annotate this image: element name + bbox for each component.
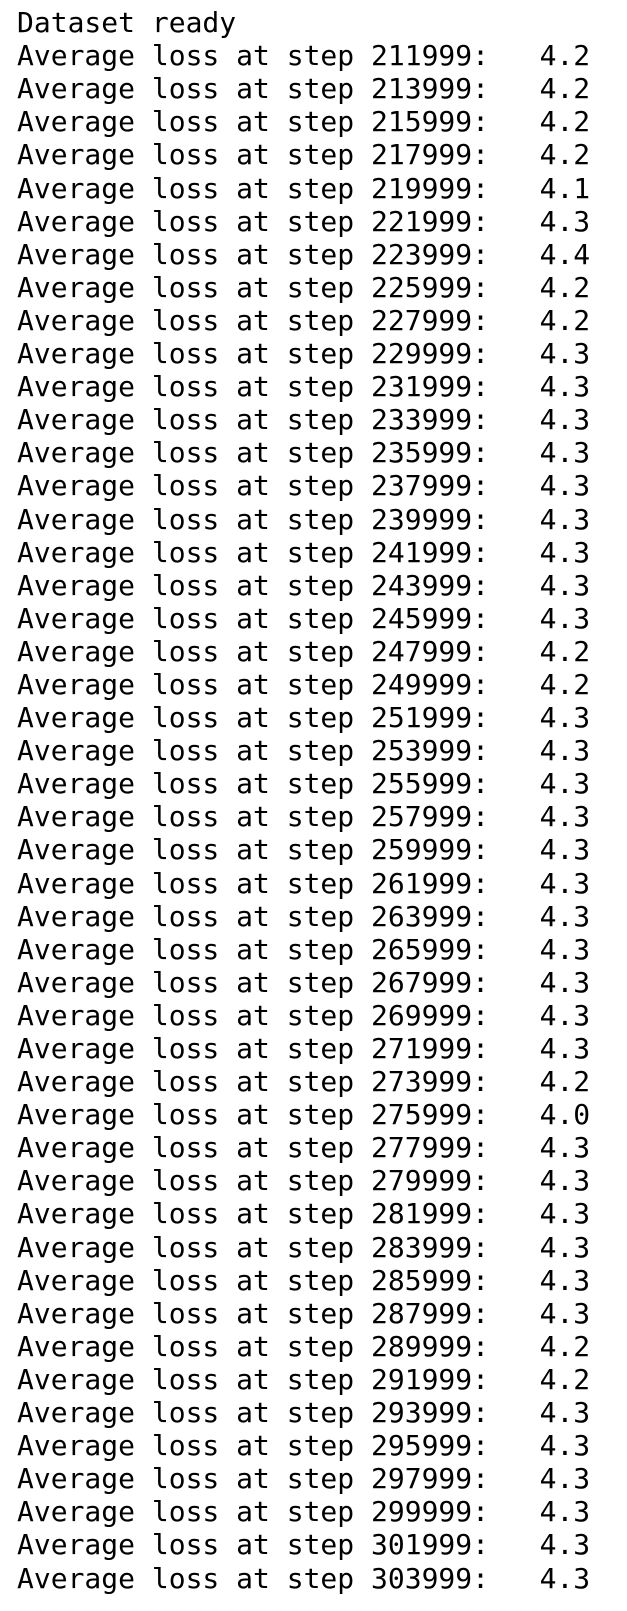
output-line-loss: Average loss at step 269999: 4.3	[17, 998, 591, 1032]
output-line-loss: Average loss at step 267999: 4.3	[17, 965, 591, 999]
output-line-loss: Average loss at step 227999: 4.2	[17, 303, 591, 337]
output-line-loss: Average loss at step 293999: 4.3	[17, 1396, 591, 1430]
output-line-status: Dataset ready	[17, 6, 237, 40]
output-line-loss: Average loss at step 239999: 4.3	[17, 502, 591, 536]
output-line-loss: Average loss at step 289999: 4.2	[17, 1329, 591, 1363]
output-line-loss: Average loss at step 251999: 4.3	[17, 701, 591, 735]
output-line-loss: Average loss at step 253999: 4.3	[17, 734, 591, 768]
output-line-loss: Average loss at step 223999: 4.4	[17, 237, 591, 271]
output-line-loss: Average loss at step 245999: 4.3	[17, 601, 591, 635]
output-line-loss: Average loss at step 257999: 4.3	[17, 800, 591, 834]
output-line-loss: Average loss at step 283999: 4.3	[17, 1230, 591, 1264]
output-line-loss: Average loss at step 295999: 4.3	[17, 1429, 591, 1463]
output-lines: .......................Dataset readyAver…	[17, 0, 590, 1595]
output-line-loss: Average loss at step 237999: 4.3	[17, 469, 591, 503]
output-line-loss: Average loss at step 247999: 4.2	[17, 634, 591, 668]
output-line-loss: Average loss at step 229999: 4.3	[17, 337, 591, 371]
output-line-loss: Average loss at step 275999: 4.0	[17, 1098, 591, 1132]
output-line-loss: Average loss at step 287999: 4.3	[17, 1296, 591, 1330]
output-line-loss: Average loss at step 279999: 4.3	[17, 1164, 591, 1198]
output-line-loss: Average loss at step 211999: 4.2	[17, 39, 591, 73]
output-line-loss: Average loss at step 217999: 4.2	[17, 138, 591, 172]
output-line-loss: Average loss at step 243999: 4.3	[17, 568, 591, 602]
output-line-loss: Average loss at step 301999: 4.3	[17, 1528, 591, 1562]
output-line-loss: Average loss at step 261999: 4.3	[17, 866, 591, 900]
output-line-loss: Average loss at step 225999: 4.2	[17, 270, 591, 304]
output-line-loss: Average loss at step 259999: 4.3	[17, 833, 591, 867]
output-line-loss: Average loss at step 265999: 4.3	[17, 932, 591, 966]
output-line-partial: .......................	[17, 0, 590, 6]
output-line-loss: Average loss at step 291999: 4.2	[17, 1362, 591, 1396]
output-line-loss: Average loss at step 255999: 4.3	[17, 767, 591, 801]
output-line-loss: Average loss at step 231999: 4.3	[17, 370, 591, 404]
output-line-loss: Average loss at step 299999: 4.3	[17, 1495, 591, 1529]
output-line-loss: Average loss at step 221999: 4.3	[17, 204, 591, 238]
output-line-loss: Average loss at step 263999: 4.3	[17, 899, 591, 933]
output-line-loss: Average loss at step 297999: 4.3	[17, 1462, 591, 1496]
output-line-loss: Average loss at step 235999: 4.3	[17, 436, 591, 470]
output-line-loss: Average loss at step 281999: 4.3	[17, 1197, 591, 1231]
output-line-loss: Average loss at step 219999: 4.1	[17, 171, 591, 205]
output-line-loss: Average loss at step 277999: 4.3	[17, 1131, 591, 1165]
output-line-loss: Average loss at step 285999: 4.3	[17, 1263, 591, 1297]
output-line-loss: Average loss at step 249999: 4.2	[17, 667, 591, 701]
output-line-loss: Average loss at step 303999: 4.3	[17, 1561, 591, 1595]
output-line-loss: Average loss at step 215999: 4.2	[17, 105, 591, 139]
output-line-loss: Average loss at step 233999: 4.3	[17, 403, 591, 437]
output-line-loss: Average loss at step 271999: 4.3	[17, 1032, 591, 1065]
output-line-loss: Average loss at step 241999: 4.3	[17, 535, 591, 569]
output-line-loss: Average loss at step 213999: 4.2	[17, 72, 591, 106]
output-line-loss: Average loss at step 273999: 4.2	[17, 1065, 591, 1099]
